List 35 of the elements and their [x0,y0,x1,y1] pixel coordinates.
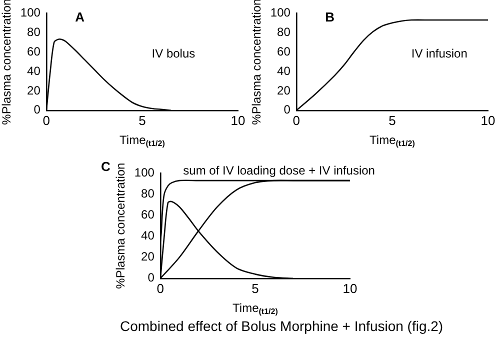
y-tick-label: 20 [27,83,41,98]
x-tick-label: 5 [252,280,259,296]
chart-title: A [75,9,86,24]
x-tick-label: 10 [480,112,496,128]
annotation: IV infusion [411,46,468,60]
y-tick-label: 100 [270,6,291,20]
y-tick-label: 60 [141,208,155,222]
x-tick-label: 10 [342,280,358,296]
y-tick-label: 20 [277,83,291,98]
y-tick-label: 40 [141,228,155,243]
annotation: IV bolus [152,46,196,60]
y-tick-label: 60 [277,44,291,58]
y-tick-label: 40 [277,64,291,78]
y-tick-label: 0 [284,102,291,117]
y-tick-label: 0 [34,102,41,117]
y-tick-label: 80 [277,24,291,39]
y-tick-label: 40 [27,64,41,78]
chart-title: C [101,159,111,174]
x-tick-label: 5 [388,112,396,128]
y-tick-label: 60 [27,44,41,58]
x-tick-label: 5 [138,112,146,128]
y-tick-label: 80 [141,186,155,201]
x-tick-label: 0 [156,280,164,296]
x-tick-label: 0 [42,112,50,128]
y-tick-label: 20 [141,250,155,264]
y-tick-label: 0 [148,270,155,285]
x-tick-label: 10 [230,112,246,128]
y-tick-label: 100 [20,6,41,20]
y-axis-title: %Plasma concentration [114,162,128,289]
x-tick-label: 0 [292,112,300,128]
annotation: sum of IV loading dose + IV infusion [183,163,375,178]
chart-title: B [325,9,335,24]
text: Combined effect of Bolus Morphine + Infusion (fig.2) [120,318,444,334]
y-tick-label: 100 [134,166,155,180]
y-tick-label: 80 [27,24,41,39]
